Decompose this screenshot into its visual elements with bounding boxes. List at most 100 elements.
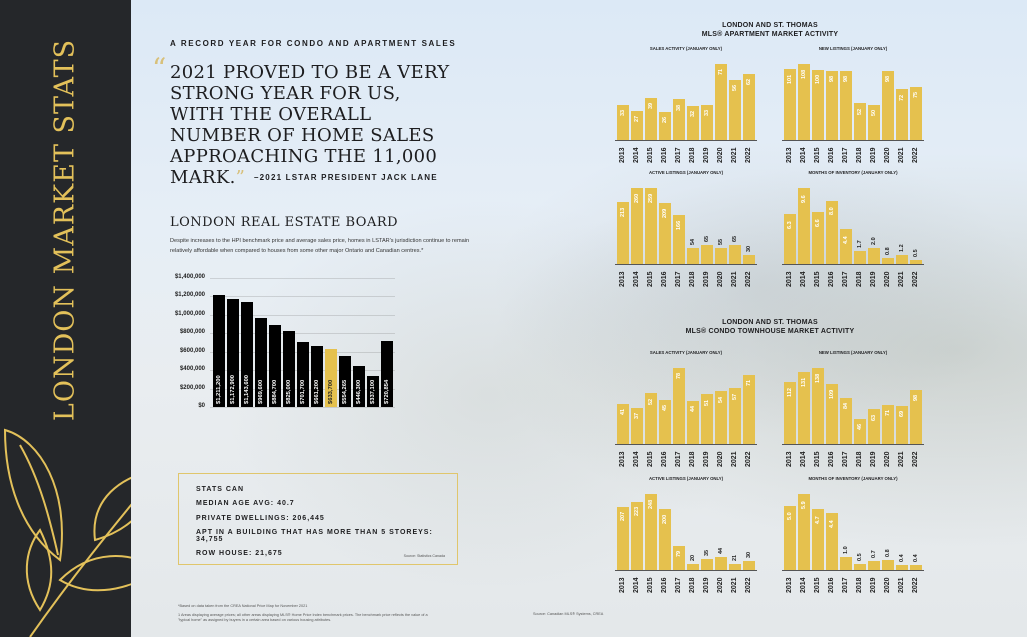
value-label: 0.5 [856, 552, 863, 561]
price-bar [381, 340, 393, 407]
apartment-sales-chart: SALES ACTIVITY (JANUARY ONLY) 33 2013 27 201… [613, 46, 759, 186]
year-label: 2016 [660, 451, 668, 467]
data-bar [812, 368, 824, 444]
year-label: 2017 [674, 451, 682, 467]
price-bar [297, 342, 309, 407]
year-label: 2014 [799, 147, 807, 163]
year-label: 2019 [869, 147, 877, 163]
data-bar [701, 394, 713, 444]
chart-source: Source: Canadian MLS® Systems, CREA [533, 612, 604, 616]
stat-row-house: ROW HOUSE: 21,675 [196, 550, 283, 558]
year-label: 2015 [646, 271, 654, 287]
data-bar [868, 560, 880, 570]
value-label: 1.7 [856, 239, 863, 248]
townhouse-sales-chart: SALES ACTIVITY (JANUARY ONLY) 41 2013 37 201… [613, 350, 759, 490]
price-value-label: $1,211,200 [216, 375, 222, 404]
year-label: 2017 [674, 147, 682, 163]
year-label: 2019 [702, 577, 710, 593]
x-axis [615, 264, 757, 265]
chart-title: ACTIVE LISTINGS (JANUARY ONLY) [648, 170, 724, 175]
price-bar [339, 355, 351, 407]
year-label: 2021 [897, 451, 905, 467]
x-axis [782, 140, 924, 141]
x-axis [782, 570, 924, 571]
stat-private-dwellings: PRIVATE DWELLINGS: 206,445 [196, 514, 325, 522]
townhouse-title-line2: MLS® CONDO TOWNHOUSE MARKET ACTIVITY [685, 328, 855, 335]
data-bar [645, 393, 657, 444]
data-bar [882, 404, 894, 444]
data-bar [631, 188, 643, 264]
value-label: 8.0 [828, 207, 835, 216]
value-label: 79 [675, 550, 682, 557]
data-bar [840, 397, 852, 444]
data-bar [715, 391, 727, 444]
value-label: 9.6 [800, 195, 807, 203]
year-label: 2013 [785, 271, 793, 287]
data-bar [812, 211, 824, 264]
data-bar [840, 229, 852, 264]
value-label: 71 [745, 379, 752, 387]
value-label: 46 [856, 423, 863, 430]
price-value-label: $969,600 [258, 379, 264, 404]
year-label: 2019 [869, 577, 877, 593]
sidebar: LONDON MARKET STATS [0, 0, 131, 637]
value-label: 44 [689, 406, 696, 413]
data-bar [659, 400, 671, 444]
chart-title: SALES ACTIVITY (JANUARY ONLY) [649, 46, 723, 51]
price-value-label: $701,700 [300, 379, 306, 404]
year-label: 2013 [785, 147, 793, 163]
data-bar [868, 104, 880, 140]
townhouse-months-inventory-chart: MONTHS OF INVENTORY (JANUARY ONLY) 5.0 201… [780, 476, 926, 616]
apartment-title-line2: MLS® APARTMENT MARKET ACTIVITY [701, 31, 839, 38]
board-title: LONDON REAL ESTATE BOARD [170, 215, 399, 230]
price-value-label: $446,300 [356, 379, 362, 404]
data-bar [882, 71, 894, 140]
value-label: 27 [633, 116, 640, 123]
value-label: 200 [661, 514, 668, 524]
value-label: 84 [842, 402, 849, 409]
value-label: 248 [647, 499, 654, 509]
data-bar [715, 247, 727, 264]
data-bar [659, 112, 671, 140]
value-label: 39 [647, 103, 654, 110]
year-label: 2019 [869, 271, 877, 287]
year-label: 2020 [883, 271, 891, 287]
townhouse-title-line1: LONDON AND ST. THOMAS [722, 319, 818, 326]
footnote-2: 1 Areas displaying average prices; all o… [178, 613, 428, 622]
x-axis [782, 264, 924, 265]
data-bar [840, 557, 852, 570]
year-label: 2021 [897, 271, 905, 287]
data-bar [896, 406, 908, 444]
year-label: 2020 [883, 451, 891, 467]
gridline [210, 333, 395, 335]
value-label: 209 [661, 208, 668, 218]
gridline [210, 314, 395, 316]
leaf-ornament-icon [3, 428, 131, 637]
data-bar [910, 260, 922, 264]
value-label: 26 [661, 117, 668, 124]
data-bar [743, 560, 755, 570]
price-bar [367, 375, 379, 407]
kicker-heading: A RECORD YEAR FOR CONDO AND APARTMENT SA… [170, 39, 457, 48]
value-label: 112 [786, 388, 793, 398]
year-label: 2015 [646, 451, 654, 467]
x-axis [615, 570, 757, 571]
year-label: 2016 [660, 147, 668, 163]
value-label: 0.8 [884, 247, 891, 255]
data-bar [687, 248, 699, 264]
year-label: 2017 [841, 147, 849, 163]
value-label: 98 [828, 76, 835, 83]
price-bar [353, 365, 365, 407]
value-label: 0.8 [884, 549, 891, 557]
year-label: 2018 [855, 147, 863, 163]
data-bar [645, 98, 657, 140]
data-bar [854, 563, 866, 570]
year-label: 2017 [841, 271, 849, 287]
year-label: 2017 [841, 451, 849, 467]
close-quote-mark: ” [235, 167, 246, 188]
price-bar [255, 317, 267, 407]
year-label: 2018 [688, 451, 696, 467]
year-label: 2020 [716, 451, 724, 467]
year-label: 2021 [730, 451, 738, 467]
year-label: 2013 [618, 451, 626, 467]
